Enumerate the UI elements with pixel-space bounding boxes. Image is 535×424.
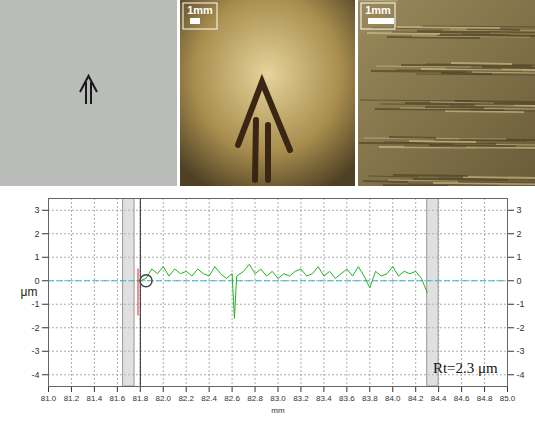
svg-text:84.4: 84.4 bbox=[431, 394, 447, 403]
svg-text:84.2: 84.2 bbox=[408, 394, 424, 403]
svg-text:83.4: 83.4 bbox=[316, 394, 332, 403]
svg-text:82.0: 82.0 bbox=[155, 394, 171, 403]
svg-text:81.4: 81.4 bbox=[87, 394, 103, 403]
svg-text:83.0: 83.0 bbox=[270, 394, 286, 403]
svg-text:82.6: 82.6 bbox=[224, 394, 240, 403]
svg-text:83.6: 83.6 bbox=[339, 394, 355, 403]
svg-text:-1: -1 bbox=[31, 299, 39, 309]
svg-text:81.8: 81.8 bbox=[133, 394, 149, 403]
svg-text:1: 1 bbox=[34, 252, 39, 262]
svg-text:83.8: 83.8 bbox=[362, 394, 378, 403]
svg-text:Rt=2.3 μm: Rt=2.3 μm bbox=[433, 360, 498, 376]
svg-text:3: 3 bbox=[517, 205, 522, 215]
svg-text:0: 0 bbox=[517, 276, 522, 286]
svg-text:2: 2 bbox=[517, 229, 522, 239]
svg-text:81.6: 81.6 bbox=[110, 394, 126, 403]
svg-text:82.8: 82.8 bbox=[247, 394, 263, 403]
svg-text:84.0: 84.0 bbox=[385, 394, 401, 403]
svg-text:mm: mm bbox=[271, 406, 285, 415]
svg-text:84.8: 84.8 bbox=[477, 394, 493, 403]
svg-text:-3: -3 bbox=[517, 346, 525, 356]
svg-text:82.2: 82.2 bbox=[178, 394, 194, 403]
svg-text:-2: -2 bbox=[31, 323, 39, 333]
svg-text:1mm: 1mm bbox=[365, 4, 391, 16]
svg-text:83.2: 83.2 bbox=[293, 394, 309, 403]
svg-text:0: 0 bbox=[34, 276, 39, 286]
svg-text:81.0: 81.0 bbox=[41, 394, 57, 403]
svg-text:μm: μm bbox=[21, 285, 38, 299]
svg-text:82.4: 82.4 bbox=[201, 394, 217, 403]
svg-text:81.2: 81.2 bbox=[64, 394, 80, 403]
svg-text:1mm: 1mm bbox=[187, 4, 213, 16]
svg-text:2: 2 bbox=[34, 229, 39, 239]
svg-text:-1: -1 bbox=[517, 299, 525, 309]
svg-text:-4: -4 bbox=[517, 370, 525, 380]
svg-text:84.6: 84.6 bbox=[454, 394, 470, 403]
svg-text:-3: -3 bbox=[31, 346, 39, 356]
svg-text:3: 3 bbox=[34, 205, 39, 215]
svg-text:-2: -2 bbox=[517, 323, 525, 333]
svg-text:85.0: 85.0 bbox=[500, 394, 516, 403]
svg-text:1: 1 bbox=[517, 252, 522, 262]
svg-text:-4: -4 bbox=[31, 370, 39, 380]
